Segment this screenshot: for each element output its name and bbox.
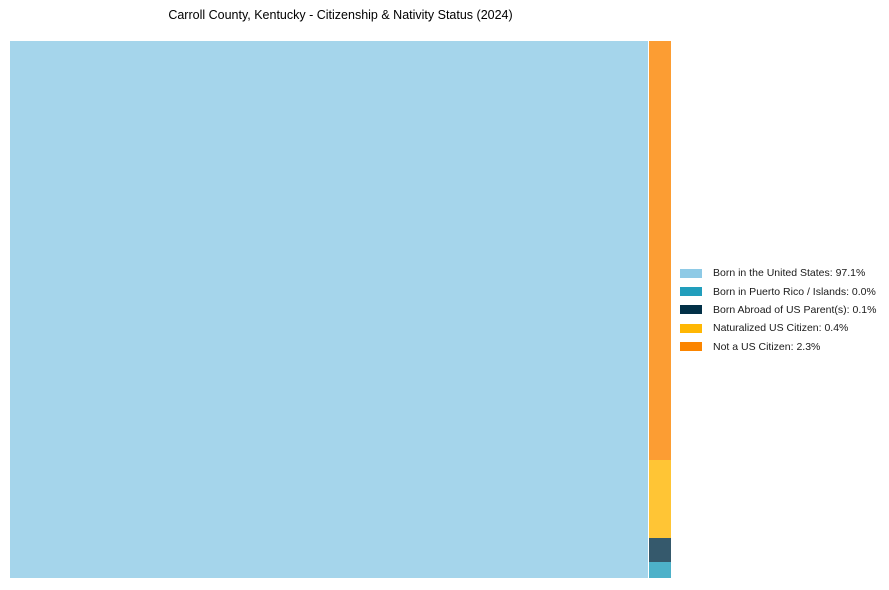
legend-label-naturalized-citizen: Naturalized US Citizen: 0.4% — [713, 322, 849, 335]
treemap-cell-not-us-citizen[interactable] — [649, 41, 671, 460]
legend-item-born-in-us[interactable]: Born in the United States: 97.1% — [680, 264, 876, 282]
legend-swatch-born-puerto-rico-islands — [680, 287, 702, 297]
legend-swatch-not-us-citizen — [680, 342, 702, 352]
legend-swatch-naturalized-citizen — [680, 323, 702, 333]
legend-label-not-us-citizen: Not a US Citizen: 2.3% — [713, 340, 821, 353]
legend-label-born-abroad-us-parents: Born Abroad of US Parent(s): 0.1% — [713, 303, 877, 316]
treemap-minor-strip — [649, 41, 671, 578]
treemap-cell-naturalized-citizen[interactable] — [649, 460, 671, 538]
treemap-cell-born-puerto-rico-islands[interactable] — [649, 562, 671, 578]
legend-item-not-us-citizen[interactable]: Not a US Citizen: 2.3% — [680, 338, 876, 356]
treemap-plot — [10, 41, 671, 578]
legend-swatch-born-in-us — [680, 268, 702, 278]
chart-title: Carroll County, Kentucky - Citizenship &… — [168, 8, 513, 22]
legend-label-born-puerto-rico-islands: Born in Puerto Rico / Islands: 0.0% — [713, 285, 876, 298]
legend-item-born-puerto-rico-islands[interactable]: Born in Puerto Rico / Islands: 0.0% — [680, 282, 876, 300]
legend-label-born-in-us: Born in the United States: 97.1% — [713, 267, 866, 280]
legend: Born in the United States: 97.1% Born in… — [680, 264, 876, 356]
legend-item-born-abroad-us-parents[interactable]: Born Abroad of US Parent(s): 0.1% — [680, 301, 876, 319]
legend-swatch-born-abroad-us-parents — [680, 305, 702, 315]
treemap-cell-born-abroad-us-parents[interactable] — [649, 538, 671, 562]
legend-item-naturalized-citizen[interactable]: Naturalized US Citizen: 0.4% — [680, 319, 876, 337]
treemap-cell-born-in-us[interactable] — [10, 41, 648, 578]
